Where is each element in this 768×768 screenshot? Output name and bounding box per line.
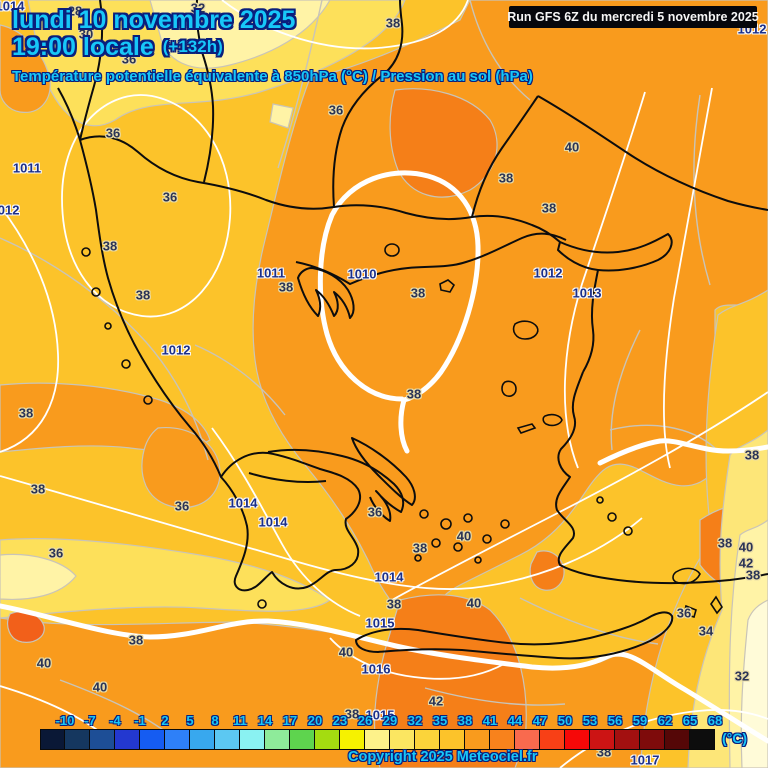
forecast-date: lundi 10 novembre 2025 <box>12 6 296 34</box>
theta-label: 40 <box>36 655 52 671</box>
colorbar-cell <box>465 729 490 750</box>
pressure-label: 1010 <box>347 266 377 282</box>
pressure-label: 1014 <box>258 514 288 530</box>
colorbar-unit: (°C) <box>722 730 748 746</box>
colorbar-cell <box>340 729 365 750</box>
theta-label: 38 <box>102 238 118 254</box>
theta-label: 30 <box>78 26 94 42</box>
colorbar-cell <box>365 729 390 750</box>
theta-label: 38 <box>344 706 360 722</box>
colorbar-cell <box>165 729 190 750</box>
colorbar-cell <box>140 729 165 750</box>
coastline-paths <box>57 0 768 660</box>
colorbar-cell <box>440 729 465 750</box>
theta-label: 36 <box>121 51 137 67</box>
forecast-time-row: 19:00 locale (+132h) <box>12 33 223 62</box>
theta-label: 34 <box>698 623 714 639</box>
colorbar-cell <box>190 729 215 750</box>
theta-label: 36 <box>676 605 692 621</box>
theta-label: 40 <box>92 679 108 695</box>
theta-label: 36 <box>328 102 344 118</box>
island-outlines <box>81 243 723 618</box>
theta-label: 40 <box>338 644 354 660</box>
colorbar-cell <box>240 729 265 750</box>
colorbar-cell <box>315 729 340 750</box>
colorbar-cell <box>540 729 565 750</box>
isobar-bold-lines <box>0 170 768 744</box>
pressure-label: 1016 <box>361 661 391 677</box>
theta-label: 38 <box>744 447 760 463</box>
colorbar-cell <box>590 729 615 750</box>
forecast-time: 19:00 locale <box>12 33 154 61</box>
colorbar-cell <box>65 729 90 750</box>
colorbar-cell <box>490 729 515 750</box>
colorbar-cell <box>90 729 115 750</box>
theta-label: 40 <box>466 595 482 611</box>
theta-label: 42 <box>428 693 444 709</box>
pressure-label: 1014 <box>374 569 404 585</box>
colorbar-cell <box>290 729 315 750</box>
colorbar-cell <box>40 729 65 750</box>
pressure-label: 1014 <box>228 495 258 511</box>
colorbar-cell <box>515 729 540 750</box>
theta-label: 36 <box>174 498 190 514</box>
theta-contour-lines <box>0 0 716 736</box>
colorbar-cell <box>690 729 715 750</box>
colorbar-cell <box>640 729 665 750</box>
theta-label: 38 <box>18 405 34 421</box>
theta-label: 38 <box>412 540 428 556</box>
pressure-label: 1017 <box>630 752 660 768</box>
pressure-label: 1011 <box>12 160 42 176</box>
theta-label: 36 <box>48 545 64 561</box>
pressure-label: 1015 <box>365 615 395 631</box>
theta-label: 42 <box>738 555 754 571</box>
theta-label: 40 <box>738 539 754 555</box>
colorbar-cell <box>215 729 240 750</box>
theta-label: 38 <box>498 170 514 186</box>
theta-label: 38 <box>406 386 422 402</box>
theta-label: 40 <box>456 528 472 544</box>
theta-label: 32 <box>190 0 206 16</box>
theta-label: 38 <box>30 481 46 497</box>
pressure-label: 1015 <box>365 707 395 723</box>
pressure-label: 1014 <box>0 0 25 14</box>
map-parameter-subtitle: Température potentielle équivalente à 85… <box>12 68 533 85</box>
colorbar-cell <box>415 729 440 750</box>
theta-label: 36 <box>105 125 121 141</box>
colorbar-cell <box>615 729 640 750</box>
theta-label: 38 <box>541 200 557 216</box>
pressure-label: 1011 <box>256 265 286 281</box>
theta-label: 38 <box>410 285 426 301</box>
colorbar-cell <box>565 729 590 750</box>
theta-label: 38 <box>135 287 151 303</box>
colorbar-cell <box>390 729 415 750</box>
colorbar-cell <box>665 729 690 750</box>
model-run-info: Run GFS 6Z du mercredi 5 novembre 2025 <box>507 6 759 28</box>
colorbar-cell <box>115 729 140 750</box>
theta-label: 38 <box>128 632 144 648</box>
colorbar <box>40 729 715 750</box>
theta-label: 32 <box>734 668 750 684</box>
copyright-text: Copyright 2025 Meteociel.fr <box>348 749 538 765</box>
theta-label: 36 <box>162 189 178 205</box>
theta-label: 38 <box>745 567 761 583</box>
theta-label: 38 <box>278 279 294 295</box>
colorbar-cell <box>265 729 290 750</box>
pressure-label: 1012 <box>0 202 20 218</box>
theta-label: 28 <box>67 3 83 19</box>
theta-label: 40 <box>564 139 580 155</box>
forecast-offset: (+132h) <box>162 37 223 56</box>
theta-label: 38 <box>385 15 401 31</box>
pressure-label: 1013 <box>572 285 602 301</box>
theta-label: 36 <box>367 504 383 520</box>
pressure-label: 1012 <box>533 265 563 281</box>
theta-label: 38 <box>386 596 402 612</box>
theta-label: 38 <box>717 535 733 551</box>
pressure-label: 1012 <box>161 342 191 358</box>
